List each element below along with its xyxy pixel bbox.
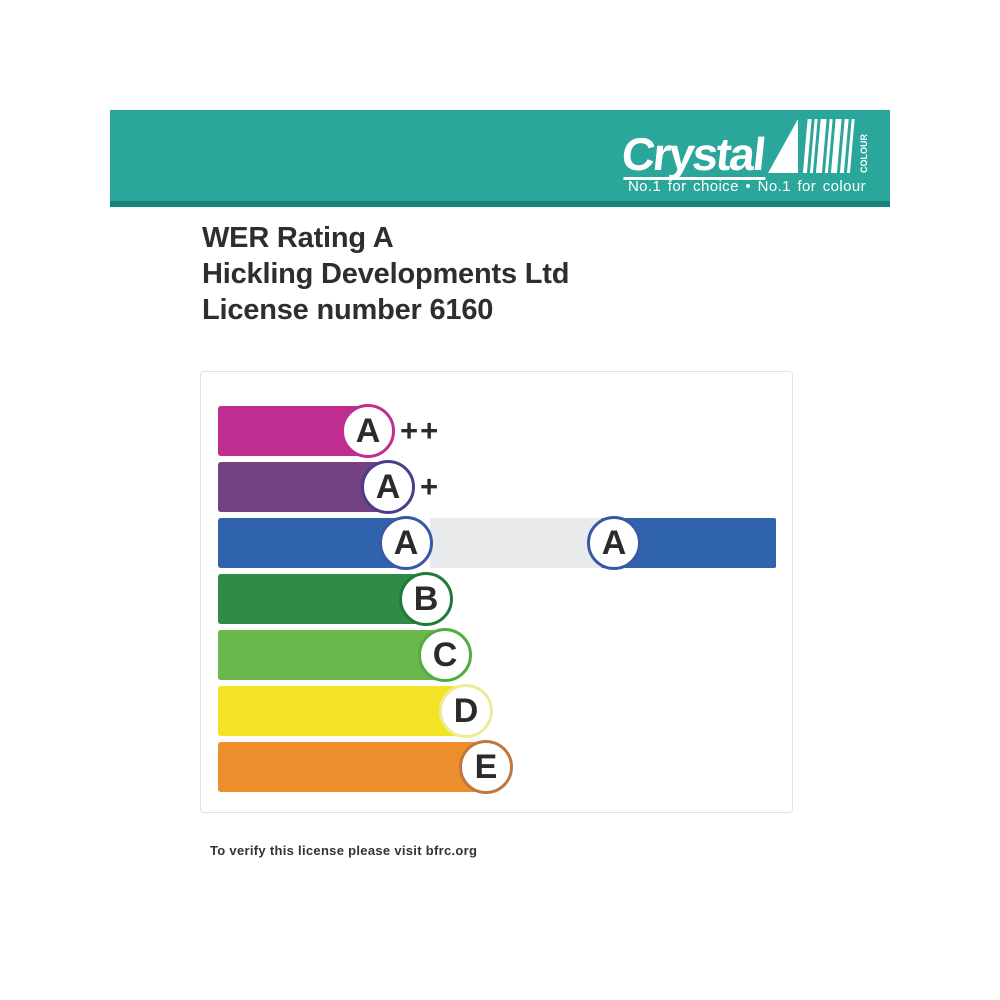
rating-indicator-block: A	[587, 516, 776, 570]
rating-chart-panel: A ++ A + A A B C D E	[200, 371, 793, 813]
rating-row-A+: A +	[218, 460, 775, 514]
rating-bar-A: A	[218, 516, 433, 570]
rating-bar-D: D	[218, 684, 493, 738]
rating-row-A++: A ++	[218, 404, 775, 458]
rating-row-E: E	[218, 740, 775, 794]
verify-license-note: To verify this license please visit bfrc…	[210, 843, 478, 858]
rating-letter-badge-C: C	[418, 628, 472, 682]
crystal-logo: Crystal COLOUR	[619, 119, 870, 182]
crystal-logo-wordmark: Crystal	[619, 126, 767, 182]
company-name-line: Hickling Developments Ltd	[202, 258, 570, 290]
rating-bar-A+: A	[218, 460, 415, 514]
rating-suffix-A++: ++	[400, 413, 441, 448]
rating-indicator-badge: A	[587, 516, 641, 570]
wer-rating-line: WER Rating A	[202, 222, 394, 254]
crystal-logo-text: Crystal	[619, 128, 767, 180]
rating-bar-B: B	[218, 572, 453, 626]
colour-vertical-label: COLOUR	[859, 134, 869, 173]
rating-letter-badge-B: B	[399, 572, 453, 626]
rating-bar-A++: A	[218, 404, 395, 458]
rating-row-D: D	[218, 684, 775, 738]
license-number-line: License number 6160	[202, 294, 494, 326]
rating-letter-badge-E: E	[459, 740, 513, 794]
rating-letter-badge-A+: A	[361, 460, 415, 514]
rating-letter-badge-A: A	[379, 516, 433, 570]
certificate-title-block: WER Rating A Hickling Developments Ltd L…	[202, 220, 569, 328]
rating-bar-E: E	[218, 740, 513, 794]
rating-row-B: B	[218, 572, 775, 626]
brand-tagline: No.1 for choice • No.1 for colour	[627, 178, 866, 195]
brand-header-band: Crystal COLOUR	[110, 110, 890, 207]
rating-letter-badge-D: D	[439, 684, 493, 738]
rating-bar-C: C	[218, 628, 472, 682]
zebra-stripes-icon: COLOUR	[766, 115, 870, 182]
band-bottom-strip	[110, 201, 890, 207]
rating-letter-badge-A++: A	[341, 404, 395, 458]
rating-suffix-A+: +	[420, 469, 441, 504]
rating-row-C: C	[218, 628, 775, 682]
rating-rows: A ++ A + A A B C D E	[218, 404, 776, 798]
